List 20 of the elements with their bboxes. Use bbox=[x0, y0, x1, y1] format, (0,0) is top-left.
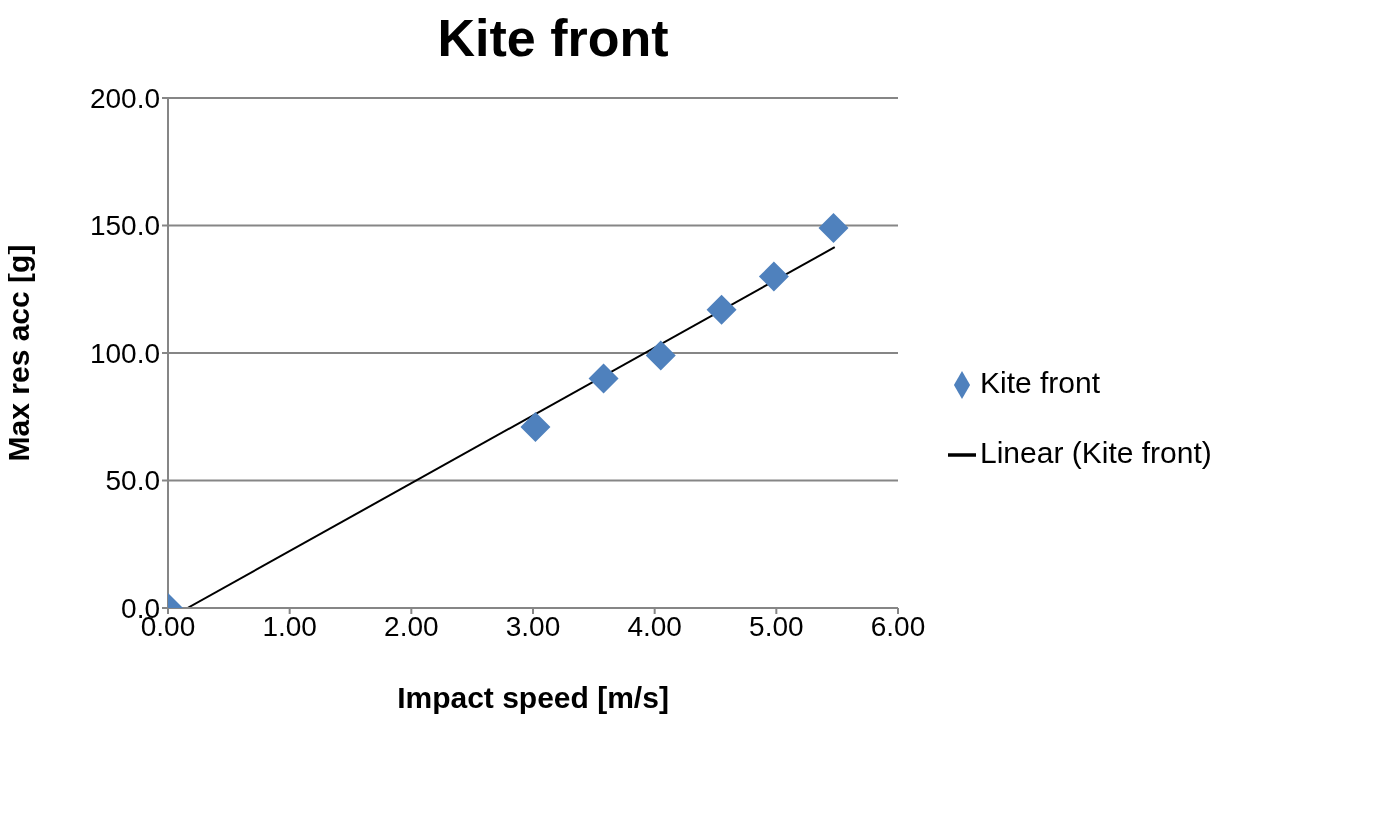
x-tick-label: 5.00 bbox=[749, 610, 804, 642]
y-tick-label: 100.0 bbox=[89, 337, 160, 369]
x-tick-label: 3.00 bbox=[505, 610, 561, 642]
point bbox=[588, 363, 619, 394]
x-tick-label: 6.00 bbox=[870, 610, 926, 642]
legend-label: Linear (Kite front) bbox=[980, 436, 1212, 469]
y-tick-label: 50.0 bbox=[105, 465, 160, 497]
chart-title: Kite front bbox=[436, 8, 670, 68]
x-axis-title: Impact speed [m/s] bbox=[397, 681, 669, 714]
x-tick-label: 2.00 bbox=[384, 610, 439, 642]
point bbox=[520, 411, 551, 442]
y-tick-label: 150.0 bbox=[89, 210, 160, 242]
point bbox=[706, 294, 737, 325]
x-tick-label: 4.00 bbox=[627, 610, 682, 642]
point bbox=[758, 261, 789, 292]
x-tick-label: 1.00 bbox=[262, 610, 317, 642]
point bbox=[645, 340, 676, 371]
y-tick-label: 200.0 bbox=[89, 82, 160, 114]
point bbox=[818, 213, 849, 244]
legend-label: Kite front bbox=[980, 366, 1101, 399]
